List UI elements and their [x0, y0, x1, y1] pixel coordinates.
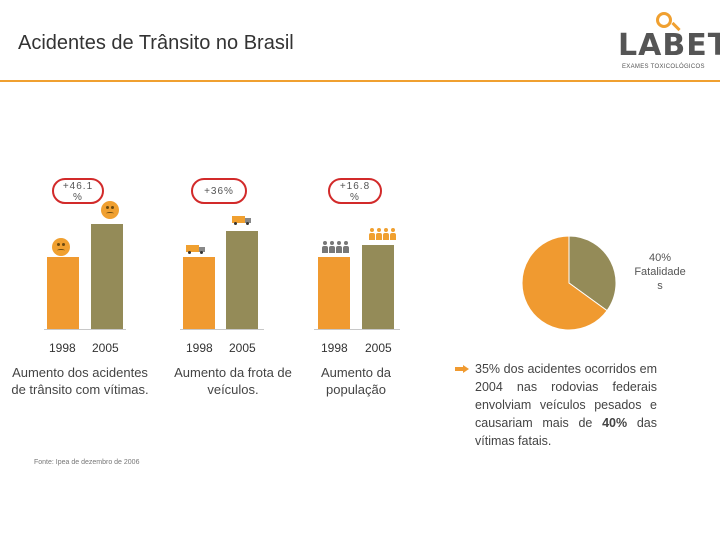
chart-caption: Aumento da população	[320, 365, 392, 397]
bar-2005	[226, 231, 258, 329]
chart-baseline	[314, 329, 400, 330]
magnifier-icon	[656, 12, 672, 28]
pie-label-line: s	[657, 280, 663, 292]
sad-face-icon	[52, 238, 70, 256]
fact-suffix: das vítimas fatais.	[475, 416, 657, 448]
chart-caption: Aumento da frota de veículos.	[174, 365, 292, 397]
chart-baseline	[180, 329, 264, 330]
growth-badge: +36%	[191, 178, 247, 204]
tick-label: 2005	[365, 341, 392, 355]
bar-2005	[91, 223, 123, 329]
bar-1998	[318, 257, 350, 329]
source-note: Fonte: Ipea de dezembro de 2006	[34, 459, 140, 466]
title-divider	[0, 80, 720, 82]
badge-line: +46.1	[62, 181, 94, 192]
bar-1998	[183, 257, 215, 329]
fact-body: dos acidentes ocorridos em 2004 nas rodo…	[475, 362, 657, 430]
badge-line: %	[73, 192, 83, 203]
fact-highlight: 40%	[602, 416, 628, 430]
fact-percent: 35%	[475, 362, 501, 376]
sad-face-icon	[101, 201, 119, 219]
pie-label-line: Fatalidade	[634, 266, 686, 278]
badge-line: %	[350, 192, 360, 203]
badge-line: +16.8	[339, 181, 371, 192]
logo-subtitle: EXAMES TOXICOLÓGICOS	[622, 64, 705, 70]
tick-label: 1998	[49, 341, 76, 355]
tick-label: 1998	[186, 341, 213, 355]
chart-baseline	[44, 329, 126, 330]
tick-label: 2005	[229, 341, 256, 355]
pie-slice	[568, 235, 617, 312]
tick-label: 1998	[321, 341, 348, 355]
fact-paragraph: 35% dos acidentes ocorridos em 2004 nas …	[475, 360, 657, 450]
tick-label: 2005	[92, 341, 119, 355]
fatality-pie-chart	[521, 235, 617, 331]
pie-label: 40% Fatalidade s	[628, 251, 692, 293]
growth-badge: +16.8 %	[328, 178, 382, 204]
badge-line: +36%	[204, 186, 234, 197]
growth-badge: +46.1 %	[52, 178, 104, 204]
pie-label-line: 40%	[648, 252, 672, 264]
page-title: Acidentes de Trânsito no Brasil	[18, 32, 294, 54]
logo-text: LABET	[618, 28, 720, 63]
bar-2005	[362, 244, 394, 329]
arrow-right-icon	[455, 365, 469, 373]
bar-1998	[47, 257, 79, 329]
labet-logo: LABET EXAMES TOXICOLÓGICOS	[618, 8, 720, 74]
pie-slice	[521, 235, 608, 331]
chart-caption: Aumento dos acidentes de trânsito com ví…	[11, 365, 149, 397]
